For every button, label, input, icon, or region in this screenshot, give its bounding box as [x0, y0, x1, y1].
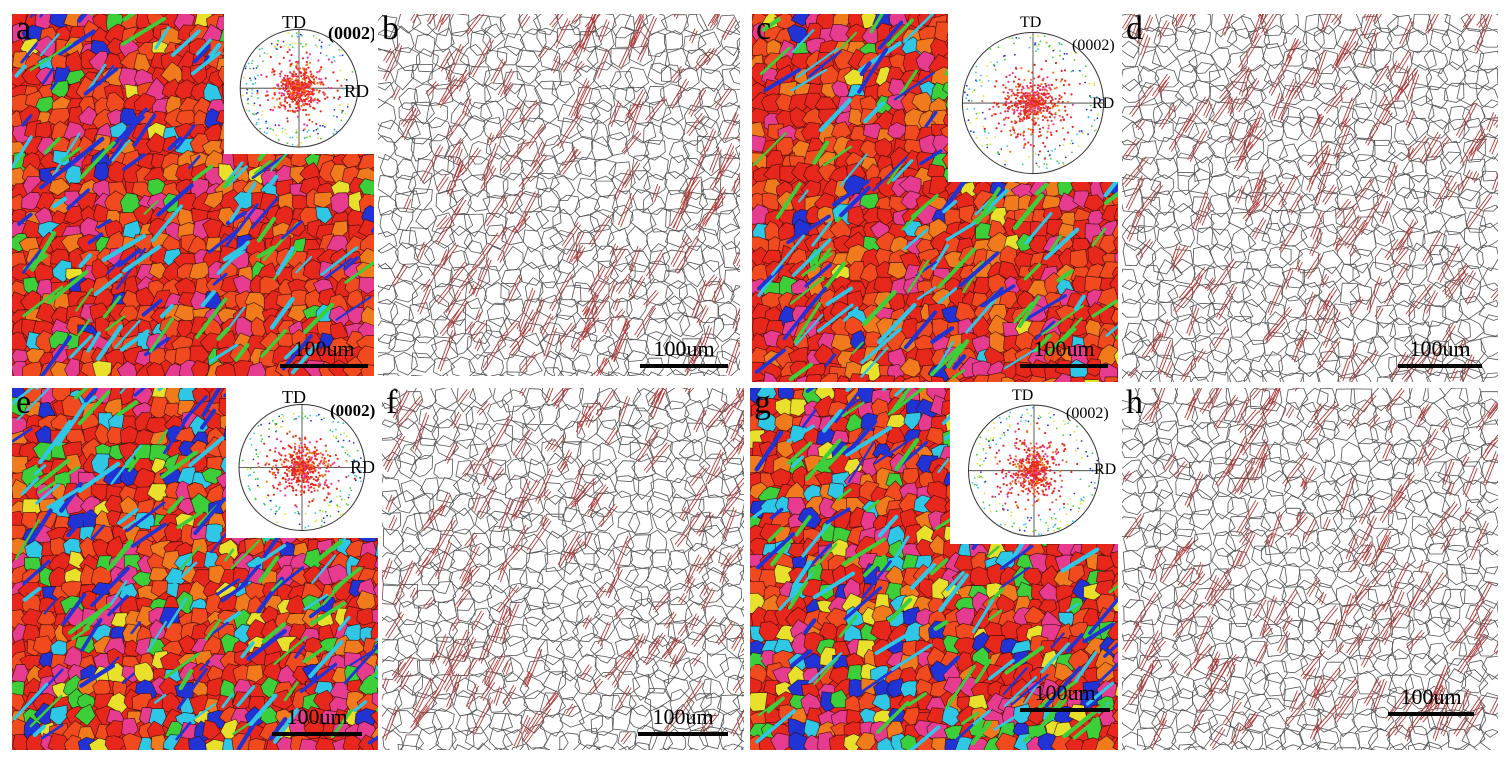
pole-figure-right-axis: RD	[344, 81, 370, 101]
scale-bar: 100um	[1020, 338, 1108, 368]
pole-figure-top-axis: TD	[1012, 388, 1034, 404]
pole-figure-right-axis: RD	[1094, 461, 1117, 478]
pole-figure-right-axis: RD	[1092, 95, 1115, 112]
scale-bar-label: 100um	[1409, 336, 1471, 361]
scale-bar: 100um	[640, 338, 728, 368]
pole-figure-inset: TD (0002) RD	[226, 388, 378, 538]
scale-bar: 100um	[1398, 338, 1482, 368]
pole-figure-inset: TD (0002) RD	[224, 14, 374, 154]
scale-bar-label: 100um	[1034, 680, 1096, 705]
scale-bar-label: 100um	[293, 336, 355, 361]
scale-bar-label: 100um	[1400, 684, 1462, 709]
pole-figure-inset: TD (0002) RD	[948, 14, 1118, 182]
scale-bar-line	[1398, 364, 1482, 368]
scale-bar-label: 100um	[652, 704, 714, 729]
panel-label: g	[754, 388, 771, 421]
panel-label: d	[1126, 14, 1143, 47]
scale-bar-line	[280, 364, 368, 368]
scale-bar-label: 100um	[1033, 336, 1095, 361]
scale-bar: 100um	[1388, 686, 1474, 716]
panel-a-ipf-map: TD (0002) RD a 100um	[12, 14, 374, 376]
panel-label: c	[756, 14, 772, 47]
panel-f-boundary-map: f 100um	[382, 388, 744, 750]
scale-bar-label: 100um	[286, 704, 348, 729]
scale-bar: 100um	[272, 706, 362, 736]
pole-figure-plane: (0002)	[330, 401, 376, 420]
scale-bar: 100um	[638, 706, 728, 736]
panel-label: a	[16, 14, 32, 47]
boundary-map-plot	[1122, 388, 1498, 750]
pole-figure-top-axis: TD	[282, 14, 306, 32]
panel-d-boundary-map: d 100um	[1122, 14, 1498, 382]
panel-b-boundary-map: b 100um	[378, 14, 740, 376]
scale-bar-line	[272, 732, 362, 736]
scale-bar-line	[1020, 364, 1108, 368]
pole-figure-plot	[961, 31, 1105, 175]
panel-label: f	[386, 388, 398, 421]
scale-bar-label: 100um	[653, 336, 715, 361]
scale-bar-line	[1388, 712, 1474, 716]
pole-figure-top-axis: TD	[1020, 14, 1042, 31]
pole-figure-plot	[238, 404, 366, 531]
pole-figure-plane: (0002)	[1066, 405, 1109, 422]
scale-bar-line	[638, 732, 728, 736]
scale-bar-line	[1020, 708, 1110, 712]
panel-g-ipf-map: TD (0002) RD g 100um	[750, 388, 1118, 750]
pole-figure-right-axis: RD	[350, 457, 376, 477]
panel-h-boundary-map: h 100um	[1122, 388, 1498, 750]
scale-bar: 100um	[1020, 682, 1110, 712]
boundary-map-plot	[378, 14, 740, 376]
panel-label: b	[382, 14, 399, 47]
pole-figure-inset: TD (0002) RD	[950, 388, 1118, 544]
panel-label: h	[1126, 388, 1143, 421]
pole-figure-plot	[239, 28, 359, 148]
panel-e-ipf-map: TD (0002) RD e 100um	[12, 388, 378, 750]
boundary-map-plot	[382, 388, 744, 750]
pole-figure-top-axis: TD	[282, 388, 306, 407]
panel-label: e	[16, 388, 32, 421]
boundary-map-plot	[1122, 14, 1498, 382]
scale-bar-line	[640, 364, 728, 368]
scale-bar: 100um	[280, 338, 368, 368]
pole-figure-plane: (0002)	[1072, 37, 1115, 54]
pole-figure-plane: (0002)	[328, 23, 374, 43]
panel-c-ipf-map: TD (0002) RD c 100um	[752, 14, 1118, 382]
pole-figure-plot	[967, 404, 1101, 537]
